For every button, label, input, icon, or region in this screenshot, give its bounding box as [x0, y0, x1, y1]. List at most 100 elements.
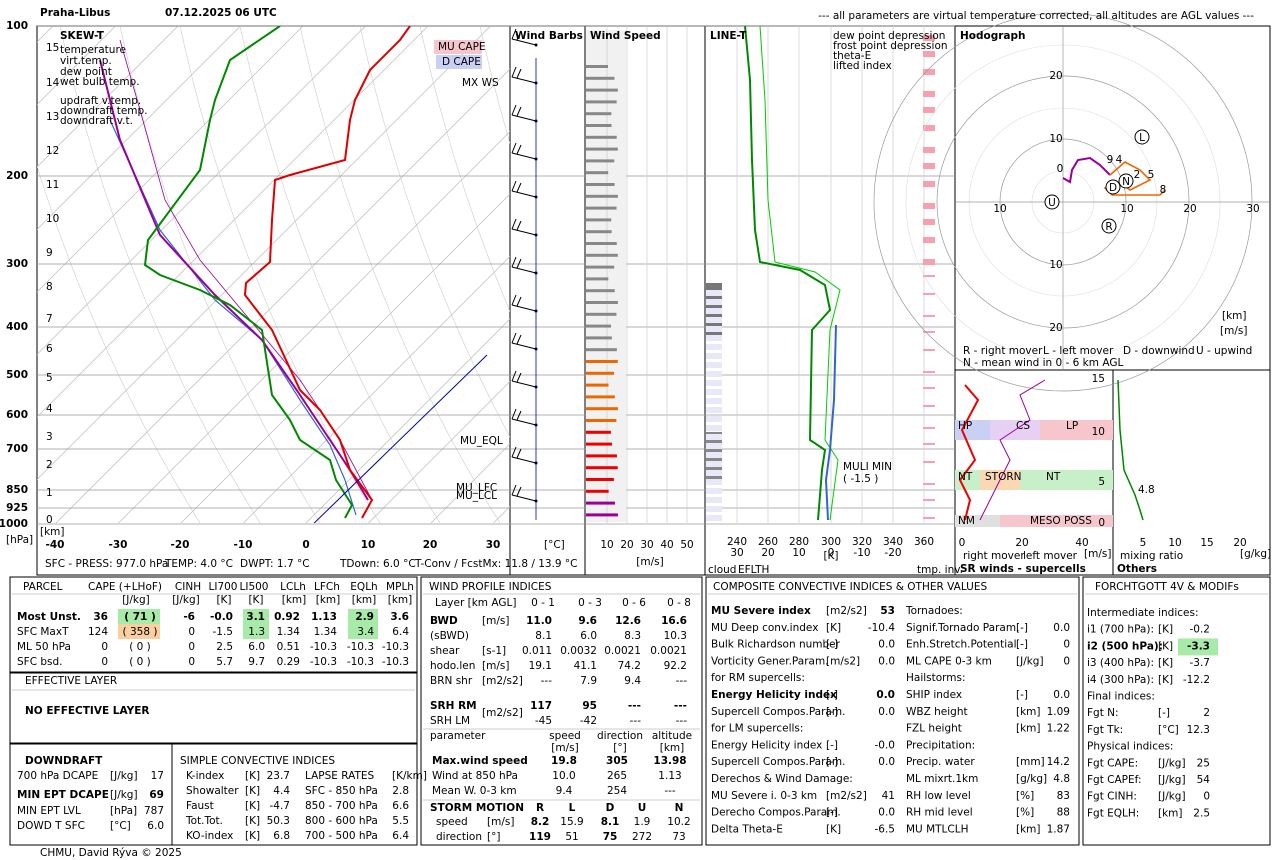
unit: [g/kg]: [1016, 773, 1047, 785]
unit: [J/kg]: [1016, 655, 1044, 667]
temp-label: 10: [361, 539, 376, 551]
value: 1.09: [1047, 706, 1070, 718]
hodo-curve-label: 9: [1107, 154, 1114, 166]
parcel-header: PARCEL: [23, 581, 63, 593]
label: 800 - 600 hPa: [305, 815, 378, 827]
box: [923, 331, 935, 333]
speed-tick: 20: [620, 539, 633, 551]
parcel-value: 2.9: [355, 611, 374, 623]
unit: [m2/s2]: [826, 605, 867, 617]
mixing-ratio: [1117, 379, 1144, 521]
value: 12.6: [615, 615, 641, 627]
temp-label: -10: [234, 539, 253, 551]
value: 4.4: [273, 785, 290, 797]
value: 10.3: [664, 630, 687, 642]
k-tick: 280: [789, 536, 809, 548]
unit: [K]: [1158, 657, 1173, 669]
barb-staff: [511, 418, 537, 426]
height-label: 10: [46, 213, 59, 225]
box: [706, 398, 722, 404]
unit: [-]: [1158, 707, 1170, 719]
barb-staff: [511, 38, 537, 46]
annotation: MX WS: [462, 77, 499, 89]
box: [923, 91, 935, 97]
box: [706, 353, 722, 359]
dry-adiabat: [179, 26, 381, 523]
label: Signif.Tornado Param.: [906, 622, 1019, 634]
barb-staff: [511, 304, 537, 312]
annotation: ( -1.5 ): [843, 473, 878, 485]
box: [706, 308, 722, 314]
box: [9, 576, 418, 673]
barb-flag: [516, 182, 522, 193]
barb-flag: [511, 332, 517, 344]
parcel-value: -6: [183, 611, 195, 623]
surface-value: TEMP: 4.0 °C: [164, 558, 233, 570]
box: [923, 315, 935, 317]
others-value: 4.8: [1138, 484, 1155, 496]
unit: [mm]: [1016, 756, 1045, 768]
value: 88: [1057, 807, 1070, 819]
box: [706, 389, 722, 395]
value: 12.3: [1187, 724, 1210, 736]
dry-adiabat: [119, 26, 321, 523]
rule: [305, 318, 510, 523]
k-tick: 300: [821, 536, 841, 548]
box: [1082, 576, 1271, 846]
parcel-value: ( 0 ): [129, 656, 151, 668]
sr-tick: 5: [1098, 476, 1105, 488]
dep-tick: 10: [792, 547, 805, 559]
box: [586, 301, 618, 304]
label: MU MTLCLH: [906, 823, 968, 835]
value: 7.9: [580, 675, 597, 687]
section-heading: for RM supercells:: [711, 672, 805, 684]
storm-header: STORM MOTION: [430, 802, 524, 814]
box: [586, 253, 618, 257]
hodo-curve: [1062, 156, 1111, 184]
box: [706, 416, 722, 422]
parcel-value: 5.7: [216, 656, 233, 668]
parcel-unit: [J/kg]: [122, 594, 150, 606]
value: 5.5: [392, 815, 409, 827]
box: [706, 335, 722, 341]
sr-tick: 15: [1092, 373, 1105, 385]
updraft-curve: [99, 59, 369, 501]
wind-barb: [511, 218, 538, 237]
unit: [hPa]: [110, 805, 137, 817]
section-heading: Intermediate indices:: [1087, 607, 1198, 619]
box: [923, 349, 935, 351]
hodo-marker-label: D: [1109, 182, 1117, 194]
others-tick: 20: [1233, 537, 1246, 549]
box: [586, 171, 609, 175]
box: [923, 499, 935, 501]
parcel-unit: [J/kg]: [172, 594, 200, 606]
legend-entry: updraft v.temp.: [60, 95, 141, 107]
panel-title: LINE-T: [710, 30, 747, 42]
value: ---: [541, 675, 553, 687]
value: 1.22: [1047, 723, 1070, 735]
label: Energy Helicity index: [711, 739, 822, 751]
unit: [m/s2]: [826, 655, 860, 667]
hodo-marker: [1134, 129, 1150, 145]
value: 272: [632, 831, 652, 843]
panel-title: SKEW-T: [60, 30, 105, 42]
wind-barb: [511, 294, 538, 313]
value: 83: [1057, 790, 1070, 802]
value: 0: [1063, 655, 1070, 667]
unit: [%]: [1016, 790, 1034, 802]
box: [586, 65, 608, 68]
label: MIN EPT LVL: [17, 805, 81, 817]
speed-tick: 30: [640, 539, 653, 551]
box: [706, 290, 722, 296]
parcel-header: LCLh: [280, 581, 306, 593]
value: -10.4: [868, 622, 895, 634]
label: Vorticity Gener.Param.: [711, 655, 829, 667]
bottom-label: tmp. inv.: [917, 564, 963, 576]
rule: [118, 131, 510, 523]
wp-header: speed: [549, 730, 581, 742]
box: [243, 609, 269, 624]
parcel-value: 3.1: [246, 611, 265, 623]
box: [923, 275, 935, 277]
temp-label: 30: [486, 539, 501, 551]
